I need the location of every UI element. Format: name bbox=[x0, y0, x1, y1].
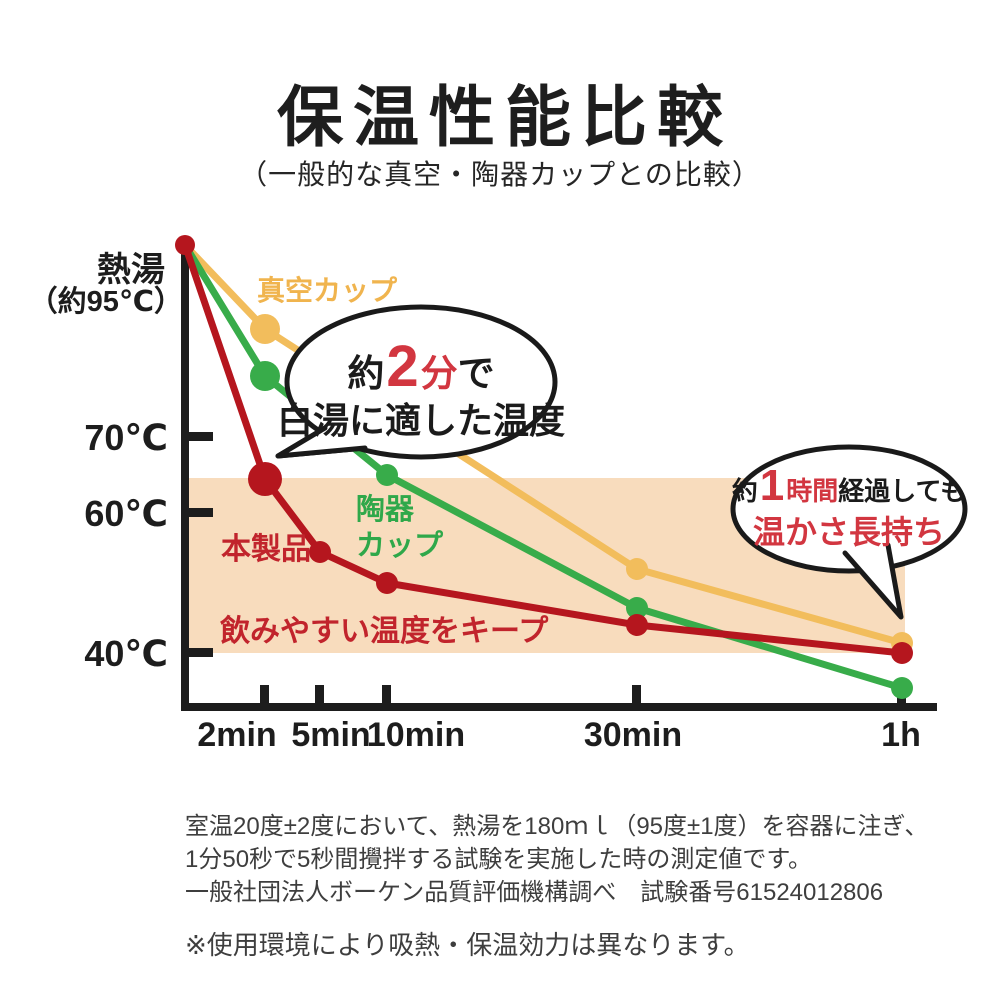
test-conditions-line3: 一般社団法人ボーケン品質評価機構調べ 試験番号61524012806 bbox=[185, 879, 884, 906]
annotation-1h-suffix: 経過しても bbox=[838, 476, 967, 506]
product-point-0min bbox=[175, 235, 195, 255]
product-point-10min bbox=[376, 572, 398, 594]
annotation-2min-line2: 白湯に適した温度 bbox=[276, 400, 566, 441]
line-product bbox=[181, 241, 906, 657]
annotation-1h-number: 1 bbox=[759, 461, 785, 510]
test-conditions-note: 室温20度±2度において、熱湯を180ｍｌ（95度±1度）を容器に注ぎ、 1分5… bbox=[185, 810, 928, 909]
x-tick-label-10min: 10min bbox=[366, 716, 466, 754]
annotation-2min-prefix: 約 bbox=[347, 353, 385, 394]
x-tick-5min bbox=[315, 685, 324, 703]
product-point-5min bbox=[309, 541, 331, 563]
annotation-1h-prefix: 約 bbox=[731, 476, 758, 506]
usage-disclaimer: ※使用環境により吸熱・保温効力は異なります。 bbox=[185, 930, 750, 960]
product-point-60min bbox=[891, 642, 913, 664]
x-tick-label-30min: 30min bbox=[583, 716, 683, 754]
page-title: 保温性能比較 bbox=[277, 80, 733, 154]
subtitle: （一般的な真空・陶器カップとの比較） bbox=[239, 159, 761, 190]
y-label-hot-water: 熱湯 bbox=[97, 251, 165, 289]
ceramic-point-2min bbox=[250, 361, 280, 391]
annotation-1h-line1: 約 1 時間 経過しても bbox=[732, 464, 966, 508]
y-tick-label-70: 70℃ bbox=[84, 417, 168, 458]
series-label-ceramic-line2: カップ bbox=[356, 530, 444, 562]
y-label-95c: （約95℃） bbox=[28, 286, 183, 318]
x-tick-10min bbox=[382, 685, 391, 703]
y-tick-label-60: 60℃ bbox=[84, 493, 168, 534]
series-label-ceramic-line1: 陶器 bbox=[356, 494, 415, 526]
y-tick-label-40: 40℃ bbox=[84, 633, 168, 674]
x-tick-label-1h: 1h bbox=[881, 716, 921, 754]
ceramic-point-30min bbox=[626, 597, 648, 619]
test-conditions-line2: 1分50秒で5秒間攪拌する試験を実施した時の測定値です。 bbox=[185, 846, 812, 873]
annotation-2min-unit: 分 bbox=[420, 353, 458, 394]
annotation-2min-number: 2 bbox=[386, 334, 419, 399]
bubble-tail-outline-1h bbox=[842, 542, 904, 620]
vacuum-point-2min bbox=[250, 314, 280, 344]
y-axis-line bbox=[181, 240, 189, 711]
band-caption: 飲みやすい温度をキープ bbox=[220, 615, 549, 648]
bubble-tail-outline-2min bbox=[275, 425, 368, 459]
test-conditions-line1: 室温20度±2度において、熱湯を180ｍｌ（95度±1度）を容器に注ぎ、 bbox=[185, 813, 929, 840]
annotation-1h-line2: 温かさ長持ち bbox=[752, 514, 945, 550]
annotation-2min-suffix: で bbox=[457, 353, 495, 394]
annotation-2min-line1: 約 2 分 で bbox=[277, 338, 565, 396]
annotation-2min: 約 2 分 で 白湯に適した温度 bbox=[277, 338, 565, 440]
annotation-1h: 約 1 時間 経過しても 温かさ長持ち bbox=[732, 464, 966, 550]
bubble-ellipse-2min bbox=[284, 304, 558, 460]
vacuum-point-30min bbox=[626, 558, 648, 580]
ceramic-point-10min bbox=[376, 464, 398, 486]
x-tick-2min bbox=[260, 685, 269, 703]
bubble-ellipse-1h bbox=[730, 444, 968, 574]
x-tick-label-5min: 5min bbox=[291, 716, 371, 754]
product-point-30min bbox=[626, 614, 648, 636]
x-tick-30min bbox=[632, 685, 641, 703]
speech-bubble-1h bbox=[730, 444, 968, 620]
series-label-vacuum-cup: 真空カップ bbox=[257, 275, 398, 306]
y-tick-70 bbox=[189, 432, 213, 441]
series-label-product: 本製品 bbox=[221, 533, 311, 566]
y-tick-40 bbox=[189, 648, 213, 657]
speech-bubble-2min bbox=[275, 304, 558, 460]
annotation-1h-unit: 時間 bbox=[786, 476, 839, 506]
x-tick-label-2min: 2min bbox=[197, 716, 277, 754]
series-label-ceramic-cup: 陶器 カップ bbox=[356, 492, 443, 564]
y-tick-60 bbox=[189, 508, 213, 517]
product-point-2min bbox=[248, 462, 282, 496]
ceramic-point-60min bbox=[891, 677, 913, 699]
x-axis-line bbox=[181, 703, 937, 711]
